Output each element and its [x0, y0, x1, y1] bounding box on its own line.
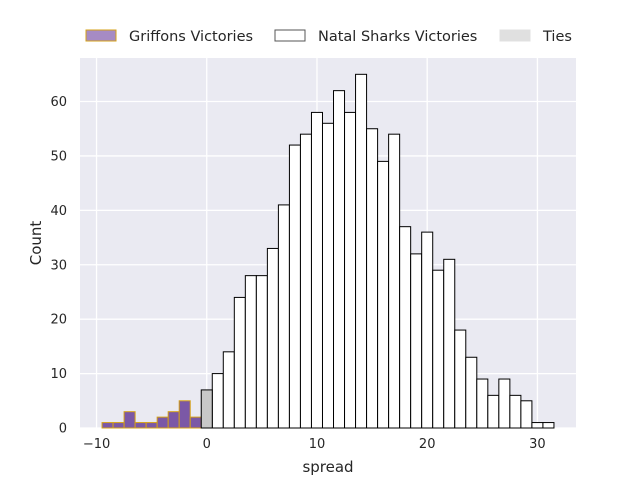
bar-griffons-victories — [156, 416, 169, 429]
bar-natal-sharks-victories — [377, 160, 390, 429]
bar-natal-sharks-victories — [299, 133, 312, 429]
y-axis-label: Count — [27, 221, 45, 266]
bar-griffons-victories — [167, 411, 180, 429]
y-tick-label: 30 — [50, 258, 67, 273]
x-tick-label: 0 — [203, 437, 211, 452]
y-tick-label: 10 — [50, 367, 67, 382]
bar-natal-sharks-victories — [476, 378, 489, 429]
bar-natal-sharks-victories — [222, 351, 235, 429]
bar-natal-sharks-victories — [443, 258, 456, 429]
x-axis-label: spread — [302, 458, 353, 476]
bar-natal-sharks-victories — [388, 133, 401, 429]
bar-natal-sharks-victories — [321, 122, 335, 429]
bar-natal-sharks-victories — [211, 373, 224, 429]
bar-natal-sharks-victories — [310, 111, 323, 429]
bar-natal-sharks-victories — [542, 422, 555, 429]
bar-natal-sharks-victories — [366, 128, 379, 429]
x-tick-label: −10 — [83, 437, 110, 452]
y-axis-ticks: 0 10 20 30 40 50 60 — [50, 95, 67, 436]
bar-natal-sharks-victories — [465, 356, 478, 429]
y-tick-label: 40 — [50, 204, 67, 219]
bar-natal-sharks-victories — [454, 329, 467, 429]
legend-swatch-griffons-victories — [85, 29, 117, 42]
bar-griffons-victories — [145, 422, 158, 429]
histogram-bars — [101, 73, 555, 429]
bar-ties — [200, 389, 213, 429]
bar-natal-sharks-victories — [421, 231, 434, 429]
bar-griffons-victories — [189, 416, 202, 429]
bar-natal-sharks-victories — [509, 394, 522, 429]
y-tick-label: 50 — [50, 149, 67, 164]
bar-natal-sharks-victories — [244, 275, 257, 429]
bar-natal-sharks-victories — [531, 422, 544, 429]
bar-griffons-victories — [101, 422, 114, 429]
legend-label-griffons-victories: Griffons Victories — [129, 29, 253, 45]
bar-natal-sharks-victories — [266, 247, 279, 429]
bar-griffons-victories — [123, 411, 136, 429]
bar-natal-sharks-victories — [277, 204, 290, 429]
bar-natal-sharks-victories — [355, 73, 368, 429]
bar-natal-sharks-victories — [333, 90, 346, 429]
bar-natal-sharks-victories — [432, 269, 445, 429]
bar-natal-sharks-victories — [487, 394, 500, 429]
bar-natal-sharks-victories — [399, 226, 412, 429]
bar-griffons-victories — [134, 422, 147, 429]
y-tick-label: 60 — [50, 95, 67, 110]
bar-natal-sharks-victories — [288, 144, 301, 429]
bar-natal-sharks-victories — [255, 275, 268, 429]
x-tick-label: 10 — [309, 437, 326, 452]
legend-swatch-ties — [499, 29, 531, 42]
bar-natal-sharks-victories — [520, 400, 533, 429]
y-tick-label: 20 — [50, 313, 67, 328]
legend-label-ties: Ties — [542, 29, 572, 45]
bar-griffons-victories — [178, 400, 191, 429]
bar-griffons-victories — [112, 422, 125, 429]
bar-natal-sharks-victories — [233, 296, 246, 429]
legend-swatch-natal-sharks-victories — [274, 29, 306, 42]
y-tick-label: 0 — [59, 422, 67, 437]
x-tick-label: 20 — [419, 437, 436, 452]
legend-label-natal-sharks-victories: Natal Sharks Victories — [318, 29, 477, 45]
bar-natal-sharks-victories — [410, 253, 423, 429]
bar-natal-sharks-victories — [498, 378, 511, 429]
x-tick-label: 30 — [529, 437, 546, 452]
x-axis-ticks: −10 0 10 20 30 — [83, 437, 546, 452]
legend: Griffons Victories Natal Sharks Victories… — [85, 29, 572, 45]
bar-natal-sharks-victories — [344, 111, 357, 429]
